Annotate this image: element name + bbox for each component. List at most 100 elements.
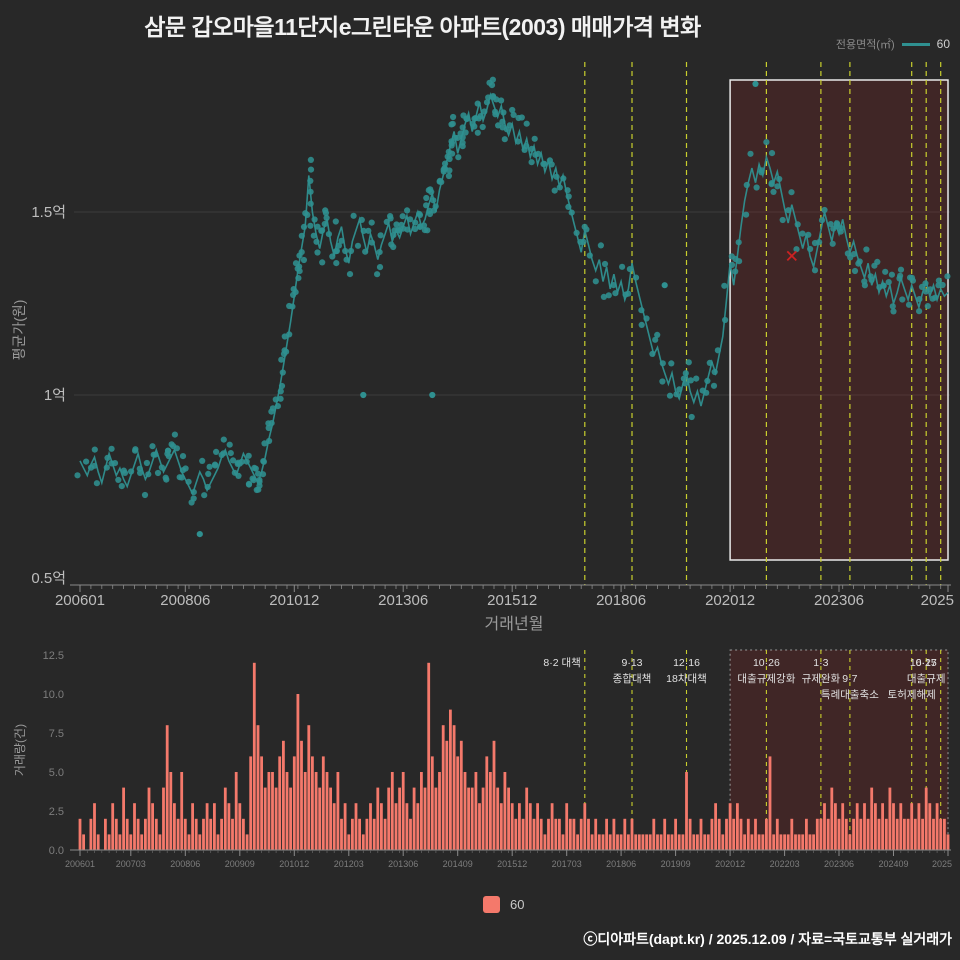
volume-bar [627, 834, 630, 850]
volume-bar [118, 834, 122, 850]
policy-annotation: 대출규제강화 [737, 673, 795, 685]
price-point [779, 216, 786, 224]
price-point [395, 226, 402, 233]
volume-bar [619, 834, 623, 850]
price-point [556, 184, 563, 191]
volume-bar [528, 803, 532, 850]
volume-bar [830, 787, 834, 850]
price-point [703, 389, 710, 396]
price-point [553, 173, 560, 180]
volume-bar [743, 834, 746, 850]
price-point [868, 276, 875, 283]
price-point [226, 441, 233, 448]
volume-bar [518, 803, 521, 850]
volume-bar [387, 787, 391, 850]
price-point [121, 469, 129, 476]
volume-bar [303, 772, 307, 850]
price-point [201, 492, 208, 499]
volume-bar [144, 818, 147, 850]
volume-bar [376, 787, 380, 850]
y-tick-label-volume: 2.5 [49, 806, 64, 818]
volume-bar [271, 772, 274, 850]
volume-bar [608, 834, 612, 850]
volume-bar [881, 803, 884, 850]
price-point [213, 448, 220, 455]
volume-bar [761, 834, 765, 850]
volume-bar [884, 818, 888, 850]
volume-bar [300, 740, 303, 850]
price-point [307, 200, 314, 207]
price-point [365, 227, 372, 234]
volume-bar [369, 803, 372, 850]
price-point [446, 167, 453, 174]
price-point [165, 453, 172, 460]
price-point [173, 445, 180, 452]
volume-bar [754, 818, 757, 850]
volume-bar [394, 803, 398, 850]
price-point [420, 222, 428, 229]
price-point [91, 462, 98, 469]
price-point [407, 216, 414, 223]
volume-bar [321, 756, 325, 850]
volume-bar [478, 803, 481, 850]
price-point [897, 272, 904, 279]
volume-bar [318, 787, 322, 850]
price-point [350, 212, 357, 219]
price-point [115, 476, 122, 483]
volume-bar [78, 818, 82, 850]
x-tick-label-main: 201512 [487, 592, 537, 609]
price-point [932, 294, 939, 301]
volume-bar [343, 803, 347, 850]
volume-bar [314, 772, 318, 850]
price-point [205, 470, 212, 477]
volume-bar [452, 725, 456, 850]
price-point [474, 129, 481, 136]
price-point [255, 486, 262, 493]
volume-bar [107, 834, 111, 850]
price-point [163, 476, 170, 483]
price-point [459, 139, 466, 146]
volume-legend[interactable]: 60 [483, 896, 524, 913]
price-point [785, 207, 792, 214]
price-point [770, 188, 777, 195]
x-tick-label-volume: 200909 [225, 859, 255, 869]
x-tick-label-main: 202306 [814, 592, 864, 609]
price-point [335, 242, 342, 249]
price-point [768, 181, 775, 188]
y-tick-label-volume: 12.5 [43, 650, 64, 662]
price-point [145, 471, 152, 478]
price-point [523, 120, 530, 127]
price-point [459, 134, 466, 141]
volume-bar [917, 803, 921, 850]
price-point [477, 113, 484, 120]
price-point [190, 495, 197, 502]
price-point [680, 375, 688, 382]
price-point [763, 139, 770, 146]
volume-bar [133, 803, 136, 850]
price-point [498, 97, 505, 104]
volume-bar [547, 818, 550, 850]
price-point [499, 118, 506, 125]
volume-bar [888, 787, 892, 850]
price-point [939, 281, 946, 289]
price-point [916, 296, 923, 303]
volume-bar [205, 803, 209, 850]
price-point [592, 278, 599, 285]
volume-bar [492, 740, 496, 850]
volume-bar [485, 756, 489, 850]
volume-bar [757, 834, 761, 850]
volume-bar [714, 803, 717, 850]
price-point [605, 292, 612, 299]
volume-bar [169, 772, 173, 850]
volume-bar [231, 818, 234, 850]
volume-bar [405, 803, 409, 850]
volume-bar [946, 834, 950, 850]
price-point [307, 166, 315, 173]
area-legend[interactable]: 전용면적(㎡) 60 [836, 36, 950, 52]
volume-bar [623, 818, 627, 850]
volume-bar [503, 772, 507, 850]
volume-bar [943, 818, 946, 850]
price-point [393, 221, 400, 228]
x-tick-label-volume: 201909 [661, 859, 691, 869]
price-point [182, 465, 189, 472]
